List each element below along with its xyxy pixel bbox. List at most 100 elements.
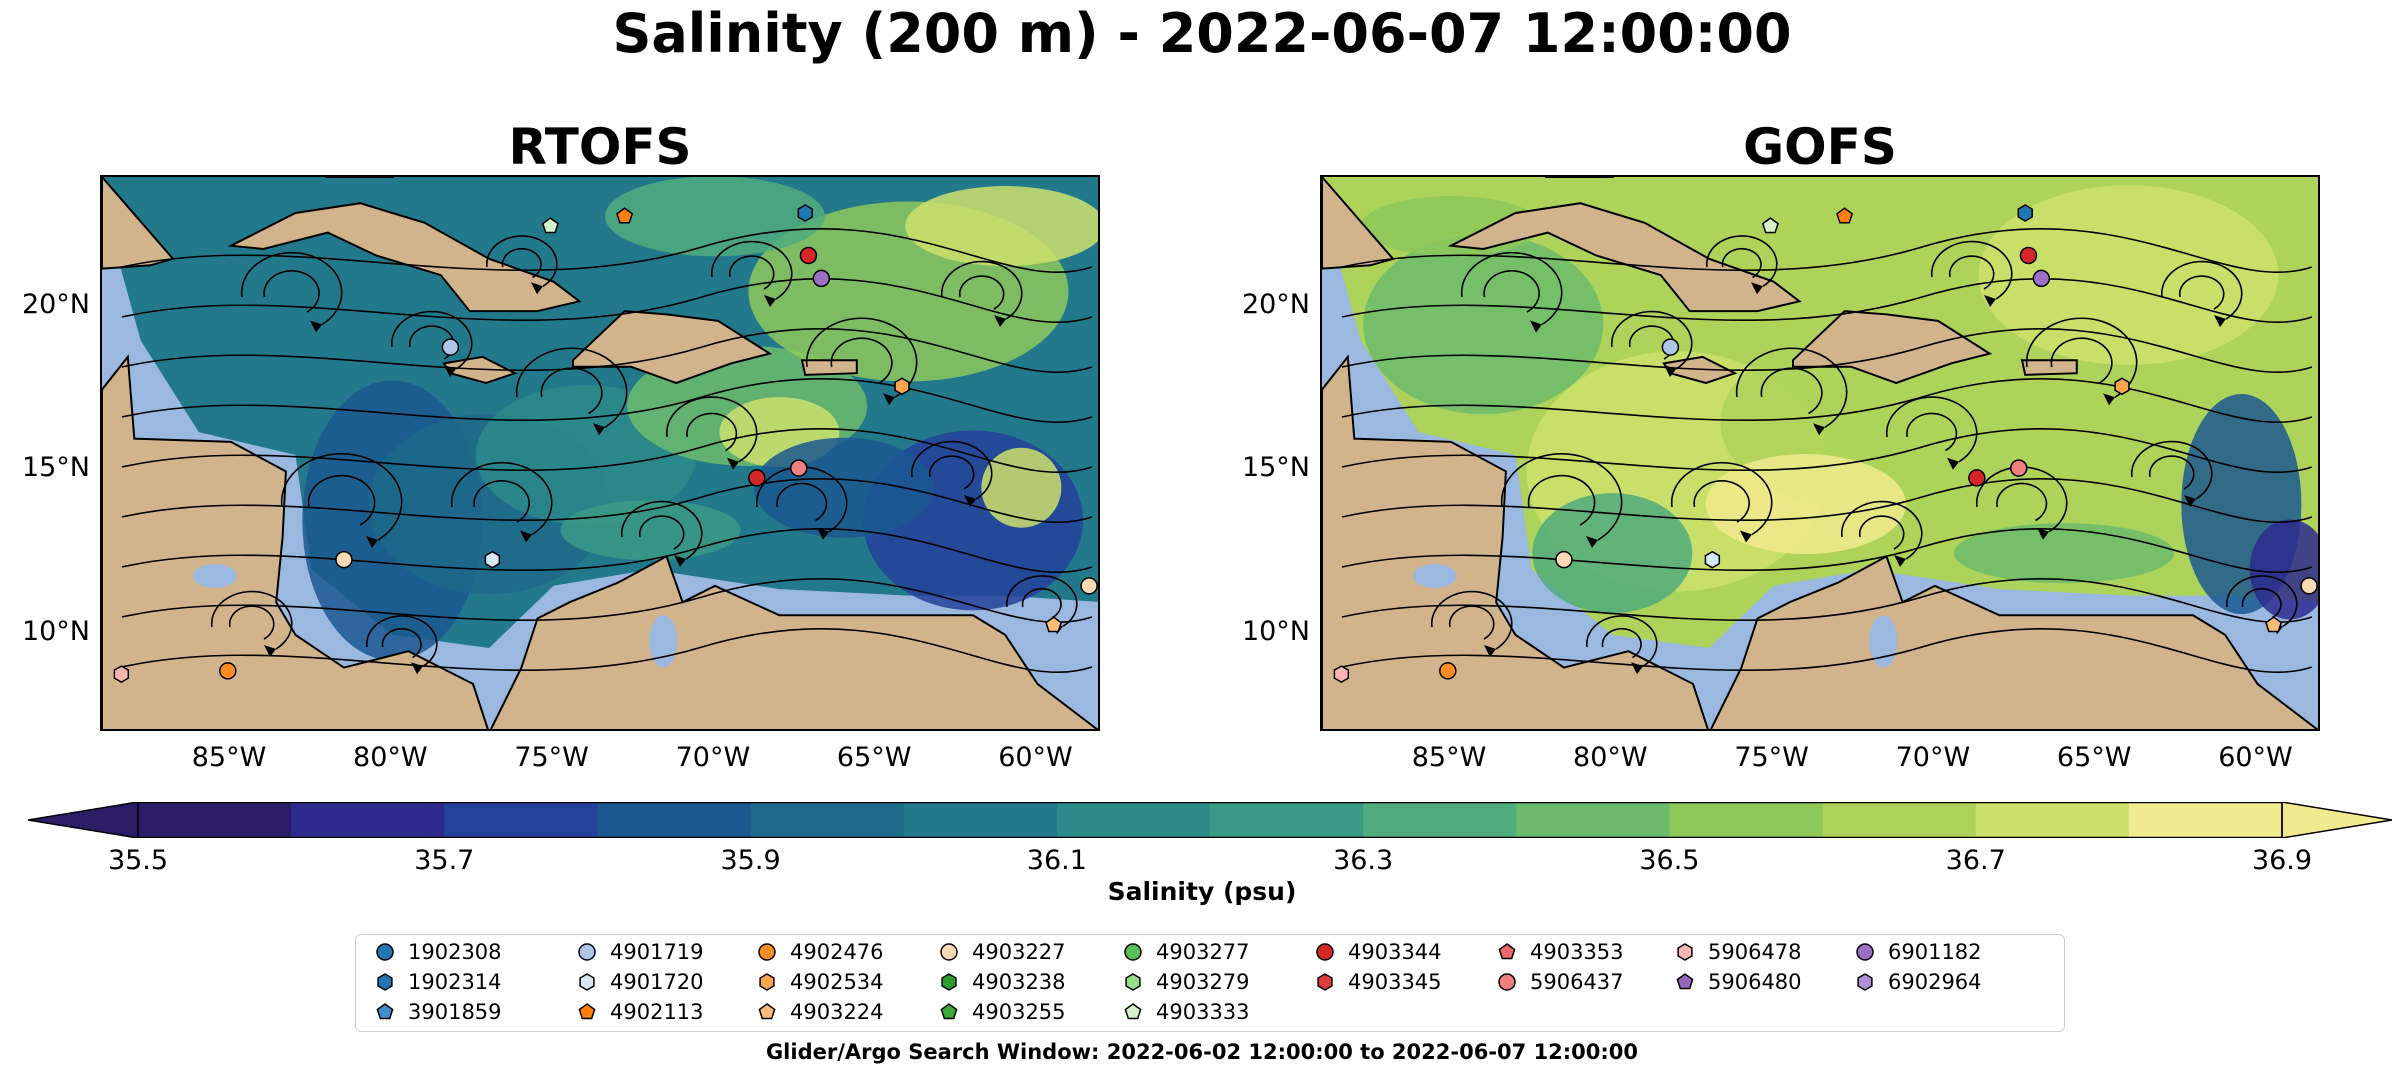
colorbar-segment: [597, 802, 752, 838]
legend-label: 4903344: [1348, 940, 1442, 964]
legend-marker-4902476: [758, 943, 776, 961]
float-marker-5906478: [1333, 665, 1350, 683]
legend-marker-5906480: [1676, 973, 1694, 990]
legend-marker-4903277: [1124, 943, 1142, 961]
lon-tick-label: 85°W: [1411, 742, 1487, 773]
legend-item: 4901719: [576, 937, 704, 967]
legend-marker-6901182: [1856, 943, 1874, 961]
legend-label: 1902308: [408, 940, 502, 964]
legend-marker-hexagon-icon: [1857, 973, 1873, 991]
legend-label: 4901720: [610, 970, 704, 994]
legend-marker-6902964: [1857, 973, 1873, 991]
legend-item: 4901720: [576, 967, 704, 997]
legend-marker-hexagon-icon: [1125, 973, 1141, 991]
float-marker-1902314: [2017, 204, 2033, 222]
colorbar-segment: [138, 802, 292, 838]
legend-item: 4903227: [938, 937, 1066, 967]
legend-marker-4902534: [759, 973, 775, 991]
legend-label: 3901859: [408, 1000, 502, 1024]
colorbar-segment: [1056, 802, 1211, 838]
float-marker-4901719: [441, 338, 460, 356]
colorbar-tick-label: 36.5: [1639, 845, 1700, 876]
legend-marker-circle-icon: [1856, 943, 1874, 961]
float-marker-6901182: [812, 269, 831, 288]
map-panel-gofs: [1320, 175, 2320, 731]
lon-tick-label: 65°W: [2056, 742, 2132, 773]
legend-label: 5906478: [1708, 940, 1802, 964]
figure-title: Salinity (200 m) - 2022-06-07 12:00:00: [612, 2, 1792, 65]
colorbar-tick-label: 36.9: [2251, 845, 2313, 876]
legend-label: 4903279: [1156, 970, 1250, 994]
lat-tick-label: 10°N: [1241, 615, 1310, 647]
float-marker-4901719: [1661, 338, 1680, 356]
legend-item: 4903238: [938, 967, 1066, 997]
lon-tick-label: 75°W: [1734, 742, 1809, 773]
legend-label: 4903277: [1156, 940, 1250, 964]
legend-item: 5906437: [1496, 967, 1624, 997]
legend-label: 4903238: [972, 970, 1066, 994]
lat-tick-label: 15°N: [21, 452, 90, 484]
legend-marker-4903333: [1124, 1003, 1142, 1020]
legend-label: 4903255: [972, 1000, 1066, 1024]
map-panel-rtofs: [100, 175, 1100, 731]
legend-marker-hexagon-icon: [759, 973, 775, 991]
legend-item: 4903333: [1122, 997, 1250, 1027]
lat-tick-label: 10°N: [21, 615, 90, 647]
float-marker-4903224: [2265, 616, 2283, 633]
legend-marker-hexagon-icon: [377, 973, 393, 991]
colorbar-segment: [1363, 802, 1517, 838]
legend-item: 4902476: [756, 937, 884, 967]
legend-marker-circle-icon: [1124, 943, 1142, 961]
legend-marker-4901720: [579, 973, 595, 991]
legend-item: 3901859: [374, 997, 502, 1027]
legend-marker-5906478: [1677, 943, 1693, 961]
float-legend: 1902308 1902314 3901859 4901719 4901720 49021…: [355, 934, 2065, 1032]
legend-marker-4903345: [1317, 973, 1333, 991]
legend-marker-4902113: [578, 1003, 596, 1020]
colorbar-tick-label: 35.5: [107, 845, 169, 876]
legend-label: 6902964: [1888, 970, 1982, 994]
colorbar-segment: [1516, 802, 1670, 838]
legend-item: 4903345: [1314, 967, 1442, 997]
colorbar-segment: [444, 802, 598, 838]
lon-tick-label: 60°W: [998, 742, 1073, 773]
legend-marker-pentagon-icon: [1498, 943, 1516, 960]
legend-marker-4903227: [940, 943, 958, 961]
float-marker-4902113: [616, 207, 634, 224]
legend-marker-1902314: [377, 973, 393, 991]
legend-marker-pentagon-icon: [758, 1003, 776, 1020]
legend-item: 4903279: [1122, 967, 1250, 997]
legend-label: 6901182: [1888, 940, 1982, 964]
legend-marker-4903224: [758, 1003, 776, 1020]
panel-title-gofs: GOFS: [1743, 118, 1897, 176]
legend-item: 6902964: [1854, 967, 1982, 997]
legend-label: 4903333: [1156, 1000, 1250, 1024]
legend-item: 1902314: [374, 967, 502, 997]
legend-marker-4903279: [1125, 973, 1141, 991]
legend-item: 4902113: [576, 997, 704, 1027]
float-marker-4903333: [541, 217, 559, 234]
legend-item: 6901182: [1854, 937, 1982, 967]
colorbar-tick-label: 36.7: [1945, 845, 2006, 876]
legend-marker-hexagon-icon: [941, 973, 957, 991]
legend-item: 4903224: [756, 997, 884, 1027]
legend-marker-circle-icon: [758, 943, 776, 961]
lon-tick-label: 70°W: [675, 742, 751, 773]
float-marker-4903344: [748, 469, 766, 487]
colorbar-segment: [750, 802, 905, 838]
colorbar-segment: [291, 802, 445, 838]
float-marker-6901182: [2032, 269, 2051, 288]
legend-marker-hexagon-icon: [579, 973, 595, 991]
colorbar-tick-label: 35.7: [414, 845, 475, 876]
colorbar-label: Salinity (psu): [1107, 877, 1297, 906]
lon-tick-label: 65°W: [836, 742, 912, 773]
float-marker-5906437: [2010, 459, 2028, 477]
legend-marker-circle-icon: [376, 943, 394, 961]
legend-label: 4902476: [790, 940, 884, 964]
colorbar-segment: [903, 802, 1058, 838]
float-marker-4903344: [1968, 469, 1986, 487]
legend-label: 4902113: [610, 1000, 704, 1024]
colorbar-tick-label: 36.1: [1026, 845, 1087, 876]
search-window-note: Glider/Argo Search Window: 2022-06-02 12…: [765, 1040, 1639, 1064]
lon-tick-label: 60°W: [2218, 742, 2293, 773]
